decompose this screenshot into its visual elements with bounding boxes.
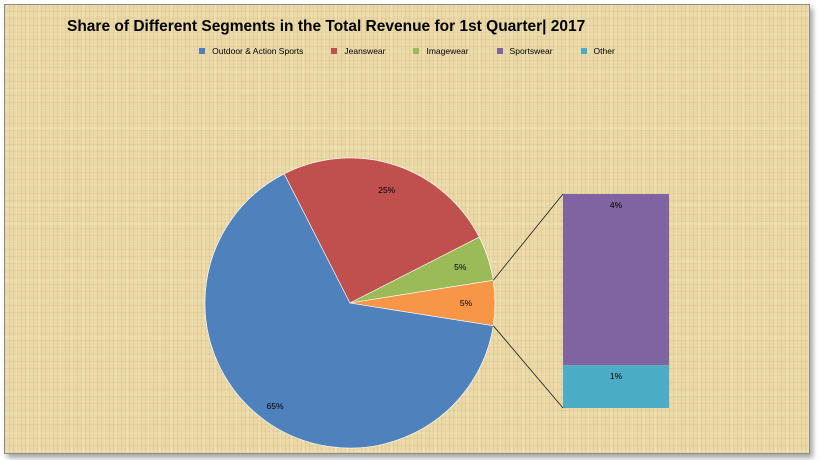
legend-swatch xyxy=(496,48,503,54)
legend-label: Outdoor & Action Sports xyxy=(212,46,304,56)
pie-slice-other xyxy=(349,279,496,327)
legend-swatch xyxy=(199,48,206,54)
legend-item-other: Other xyxy=(580,46,615,56)
connector-line-top xyxy=(492,193,564,281)
slice-label-jeanswear: 25% xyxy=(378,185,395,195)
chart-frame: Share of Different Segments in the Total… xyxy=(4,4,810,454)
legend-swatch xyxy=(331,48,338,54)
legend-label: Other xyxy=(593,46,615,56)
pie-slice-outdoor-action-sports xyxy=(204,173,494,449)
legend-label: Jeanswear xyxy=(344,46,386,56)
legend-label: Imagewear xyxy=(426,46,469,56)
legend-swatch xyxy=(580,48,587,54)
legend-label: Sportswear xyxy=(509,46,553,56)
bar-segment-sportswear xyxy=(563,194,669,366)
legend-item-imagewear: Imagewear xyxy=(413,46,469,56)
pie-slice-jeanswear xyxy=(283,157,480,304)
slice-label-outdoor-action-sports: 65% xyxy=(266,401,283,411)
bar-label-other: 1% xyxy=(610,371,623,381)
slice-label-imagewear: 5% xyxy=(454,262,467,272)
legend-item-jeanswear: Jeanswear xyxy=(331,46,385,56)
chart-legend: Outdoor & Action Sports Jeanswear Imagewea… xyxy=(5,46,809,56)
legend-item-outdoor-action-sports: Outdoor & Action Sports xyxy=(199,46,303,56)
legend-item-sportswear: Sportswear xyxy=(496,46,553,56)
bar-segment-other xyxy=(563,365,669,408)
chart-title: Share of Different Segments in the Total… xyxy=(67,18,586,35)
chart-plot: 65% 25% 5% 5% 4% 1% xyxy=(204,157,669,449)
bar-label-sportswear: 4% xyxy=(610,200,623,210)
connector-line-bottom xyxy=(492,325,564,409)
legend-swatch xyxy=(413,48,420,54)
slice-label-other: 5% xyxy=(460,298,473,308)
